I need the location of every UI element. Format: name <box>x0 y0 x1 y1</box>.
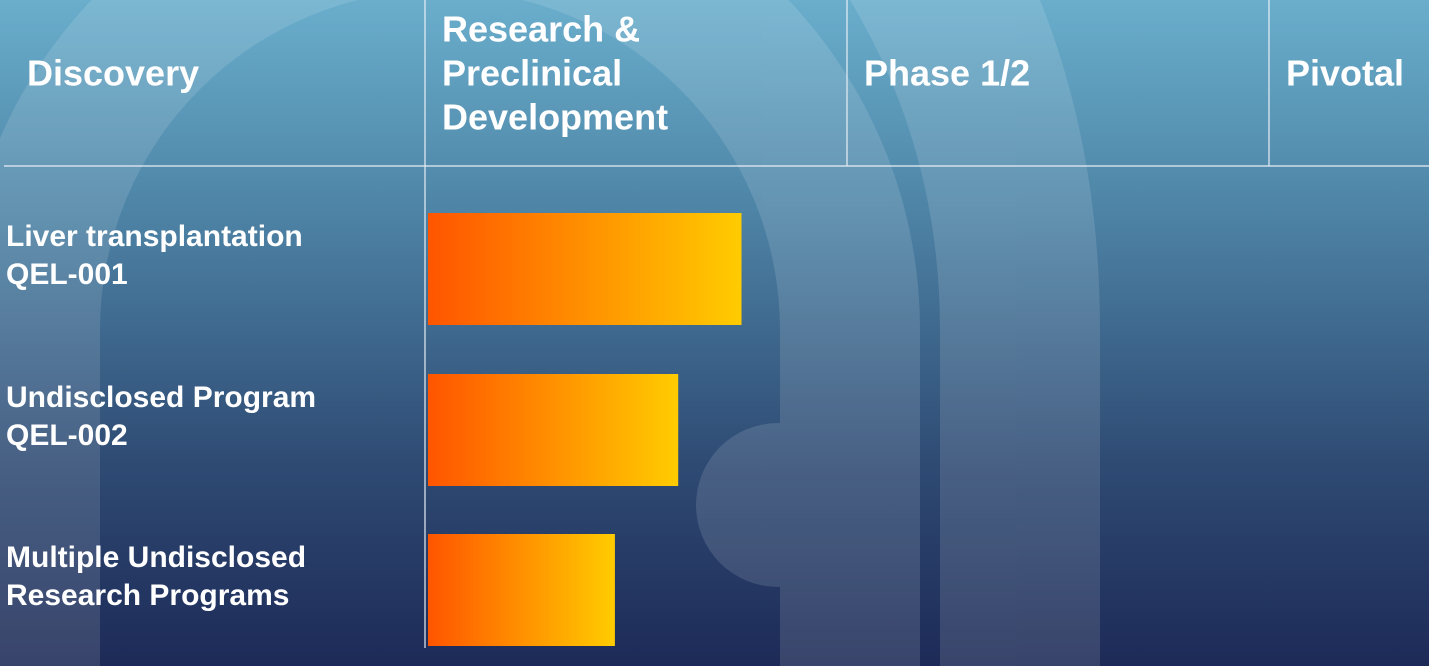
stage-label: Discovery <box>27 53 199 94</box>
bar <box>428 213 742 325</box>
stage-label: Development <box>442 97 668 138</box>
stage-label: Pivotal <box>1286 53 1404 94</box>
stage-label: Preclinical <box>442 53 622 94</box>
stage-label: Phase 1/2 <box>864 53 1030 94</box>
bar <box>428 534 615 646</box>
row-label: Undisclosed Program <box>6 381 316 414</box>
row-label: Research Programs <box>6 579 289 612</box>
stage-label: Research & <box>442 9 640 50</box>
row-label: QEL-002 <box>6 419 128 452</box>
row-label: QEL-001 <box>6 258 128 291</box>
bar <box>428 374 679 486</box>
row-label: Liver transplantation <box>6 220 303 253</box>
row-label: Multiple Undisclosed <box>6 541 306 574</box>
